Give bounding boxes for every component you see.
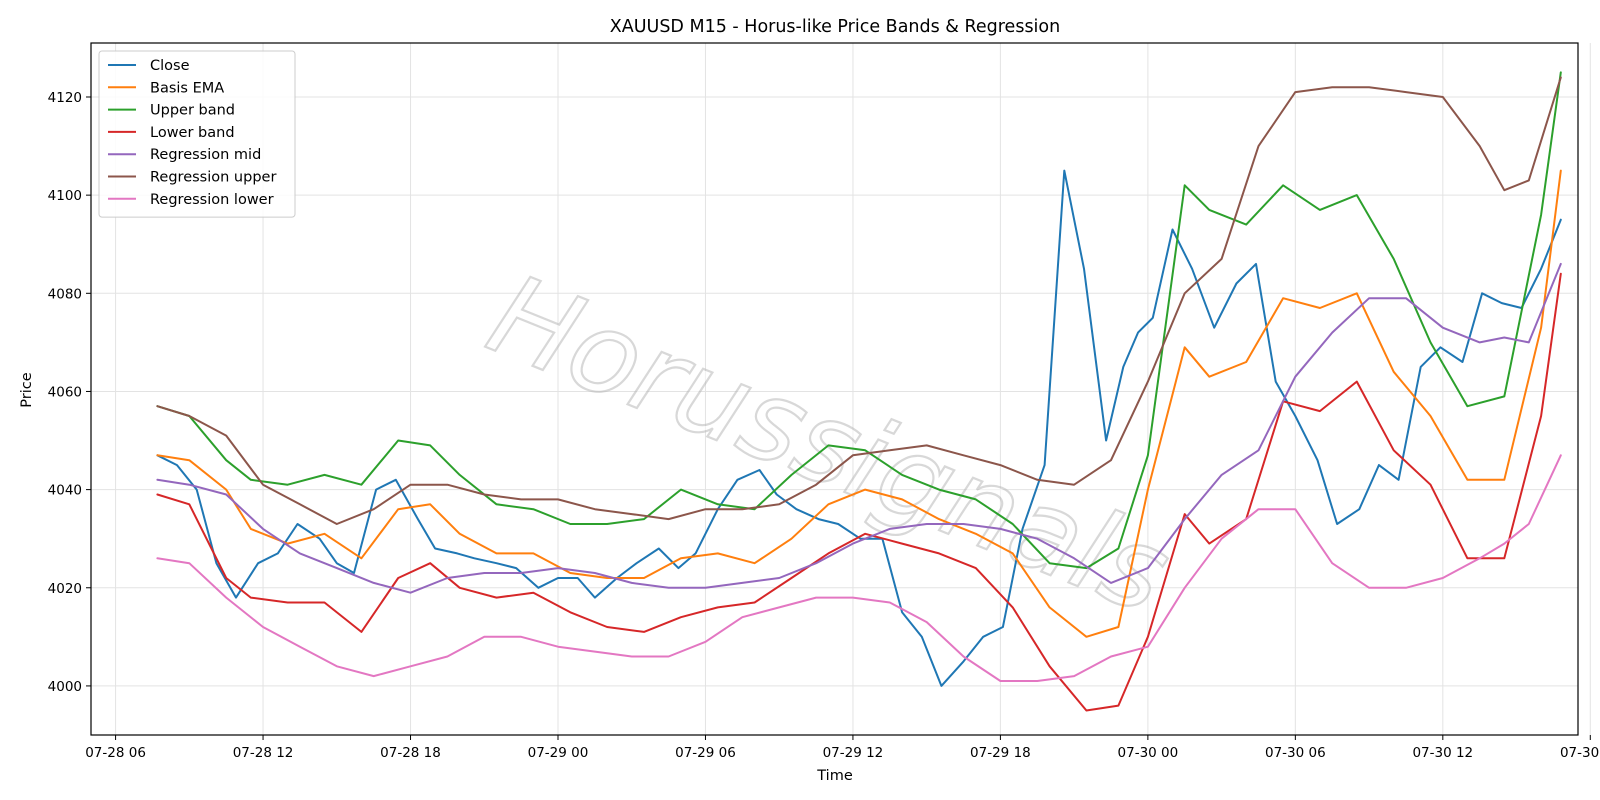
y-tick-label: 4120 [48,90,82,106]
legend-label-upper-band: Upper band [150,103,235,119]
x-tick-label: 07-29 06 [675,745,736,761]
legend-label-basis-ema: Basis EMA [150,80,224,96]
legend-label-regression-upper: Regression upper [150,170,276,186]
x-tick-label: 07-30 00 [1118,745,1179,761]
series-line-upper-band [156,71,1562,570]
x-tick-label: 07-28 12 [233,745,294,761]
series-line-regression-upper [156,76,1562,525]
x-tick-label: 07-29 18 [970,745,1031,761]
series-line-regression-lower [156,454,1562,682]
x-tick-label: 07-29 00 [528,745,589,761]
y-tick-label: 4020 [48,581,82,597]
legend-label-regression-lower: Regression lower [150,192,274,208]
legend-label-lower-band: Lower band [150,125,235,141]
y-tick-label: 4080 [48,286,82,302]
y-tick-label: 4000 [48,679,82,695]
series-line-close [156,169,1562,687]
x-axis-ticks: 07-28 06 07-28 12 07-28 18 07-29 00 07-29 06… [85,735,1600,761]
series-lines [156,71,1562,712]
y-axis-ticks: 4000 4020 4040 4060 4080 4100 4120 [48,90,91,695]
grid [91,43,1591,735]
plot-frame [90,42,1579,736]
x-tick-label: 07-30 18 [1560,745,1600,761]
x-tick-label: 07-28 06 [85,745,146,761]
series-line-lower-band [156,272,1562,712]
legend-label-close: Close [150,58,190,74]
x-tick-label: 07-28 18 [380,745,441,761]
y-tick-label: 4100 [48,188,82,204]
legend-label-regression-mid: Regression mid [150,147,261,163]
y-tick-label: 4040 [48,483,82,499]
x-tick-label: 07-29 12 [823,745,884,761]
series-line-basis-ema [156,169,1562,638]
x-tick-label: 07-30 12 [1412,745,1473,761]
legend-box [98,50,296,218]
y-axis-label: Price [19,372,35,407]
legend: Close Basis EMA Upper band Lower band Regres… [98,50,296,218]
x-axis-label: Time [816,768,853,784]
y-tick-label: 4060 [48,384,82,400]
chart-title: XAUUSD M15 - Horus-like Price Bands & Re… [610,17,1060,37]
x-tick-label: 07-30 06 [1265,745,1326,761]
series-line-regression-mid [156,262,1562,594]
